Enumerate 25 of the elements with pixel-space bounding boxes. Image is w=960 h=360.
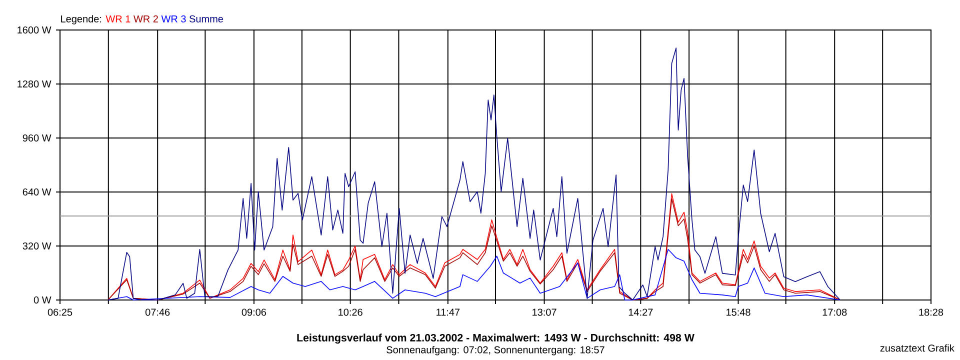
x-tick-label: 11:47 bbox=[436, 308, 460, 316]
legend-title: Legende: bbox=[61, 15, 102, 24]
line-series bbox=[108, 48, 841, 300]
y-tick-label: 1600 W bbox=[18, 26, 52, 34]
y-tick-label: 320 W bbox=[22, 242, 52, 250]
y-tick-label: 960 W bbox=[22, 134, 52, 142]
x-tick-label: 14:27 bbox=[628, 308, 653, 316]
x-tick-label: 17:08 bbox=[822, 308, 847, 316]
y-tick-label: 0 W bbox=[34, 296, 52, 304]
text: WR 2 bbox=[134, 15, 158, 22]
x-tick-label: 09:06 bbox=[242, 308, 266, 316]
x-tick-label: 18:28 bbox=[919, 308, 944, 316]
text: zusatztext Grafik bbox=[880, 344, 954, 352]
x-tick-label: 07:46 bbox=[145, 308, 170, 316]
text: WR 3 bbox=[161, 15, 186, 22]
text: Leistungsverlauf vom 21.03.2002 - Maximalwert: 1493 W - Durchschnitt: 498 W bbox=[297, 334, 694, 344]
x-tick-label: 06:25 bbox=[48, 308, 72, 316]
y-tick-label: 640 W bbox=[22, 188, 52, 196]
x-tick-label: 10:26 bbox=[338, 308, 362, 316]
y-tick-label: 1280 W bbox=[18, 80, 52, 88]
text: WR 1 bbox=[106, 15, 130, 22]
text: Sonnenaufgang: 07:02, Sonnenuntergang: 18:57 bbox=[386, 346, 604, 356]
text: Summe bbox=[189, 15, 224, 22]
x-tick-label: 15:48 bbox=[726, 308, 750, 316]
x-tick-label: 13:07 bbox=[532, 308, 556, 316]
